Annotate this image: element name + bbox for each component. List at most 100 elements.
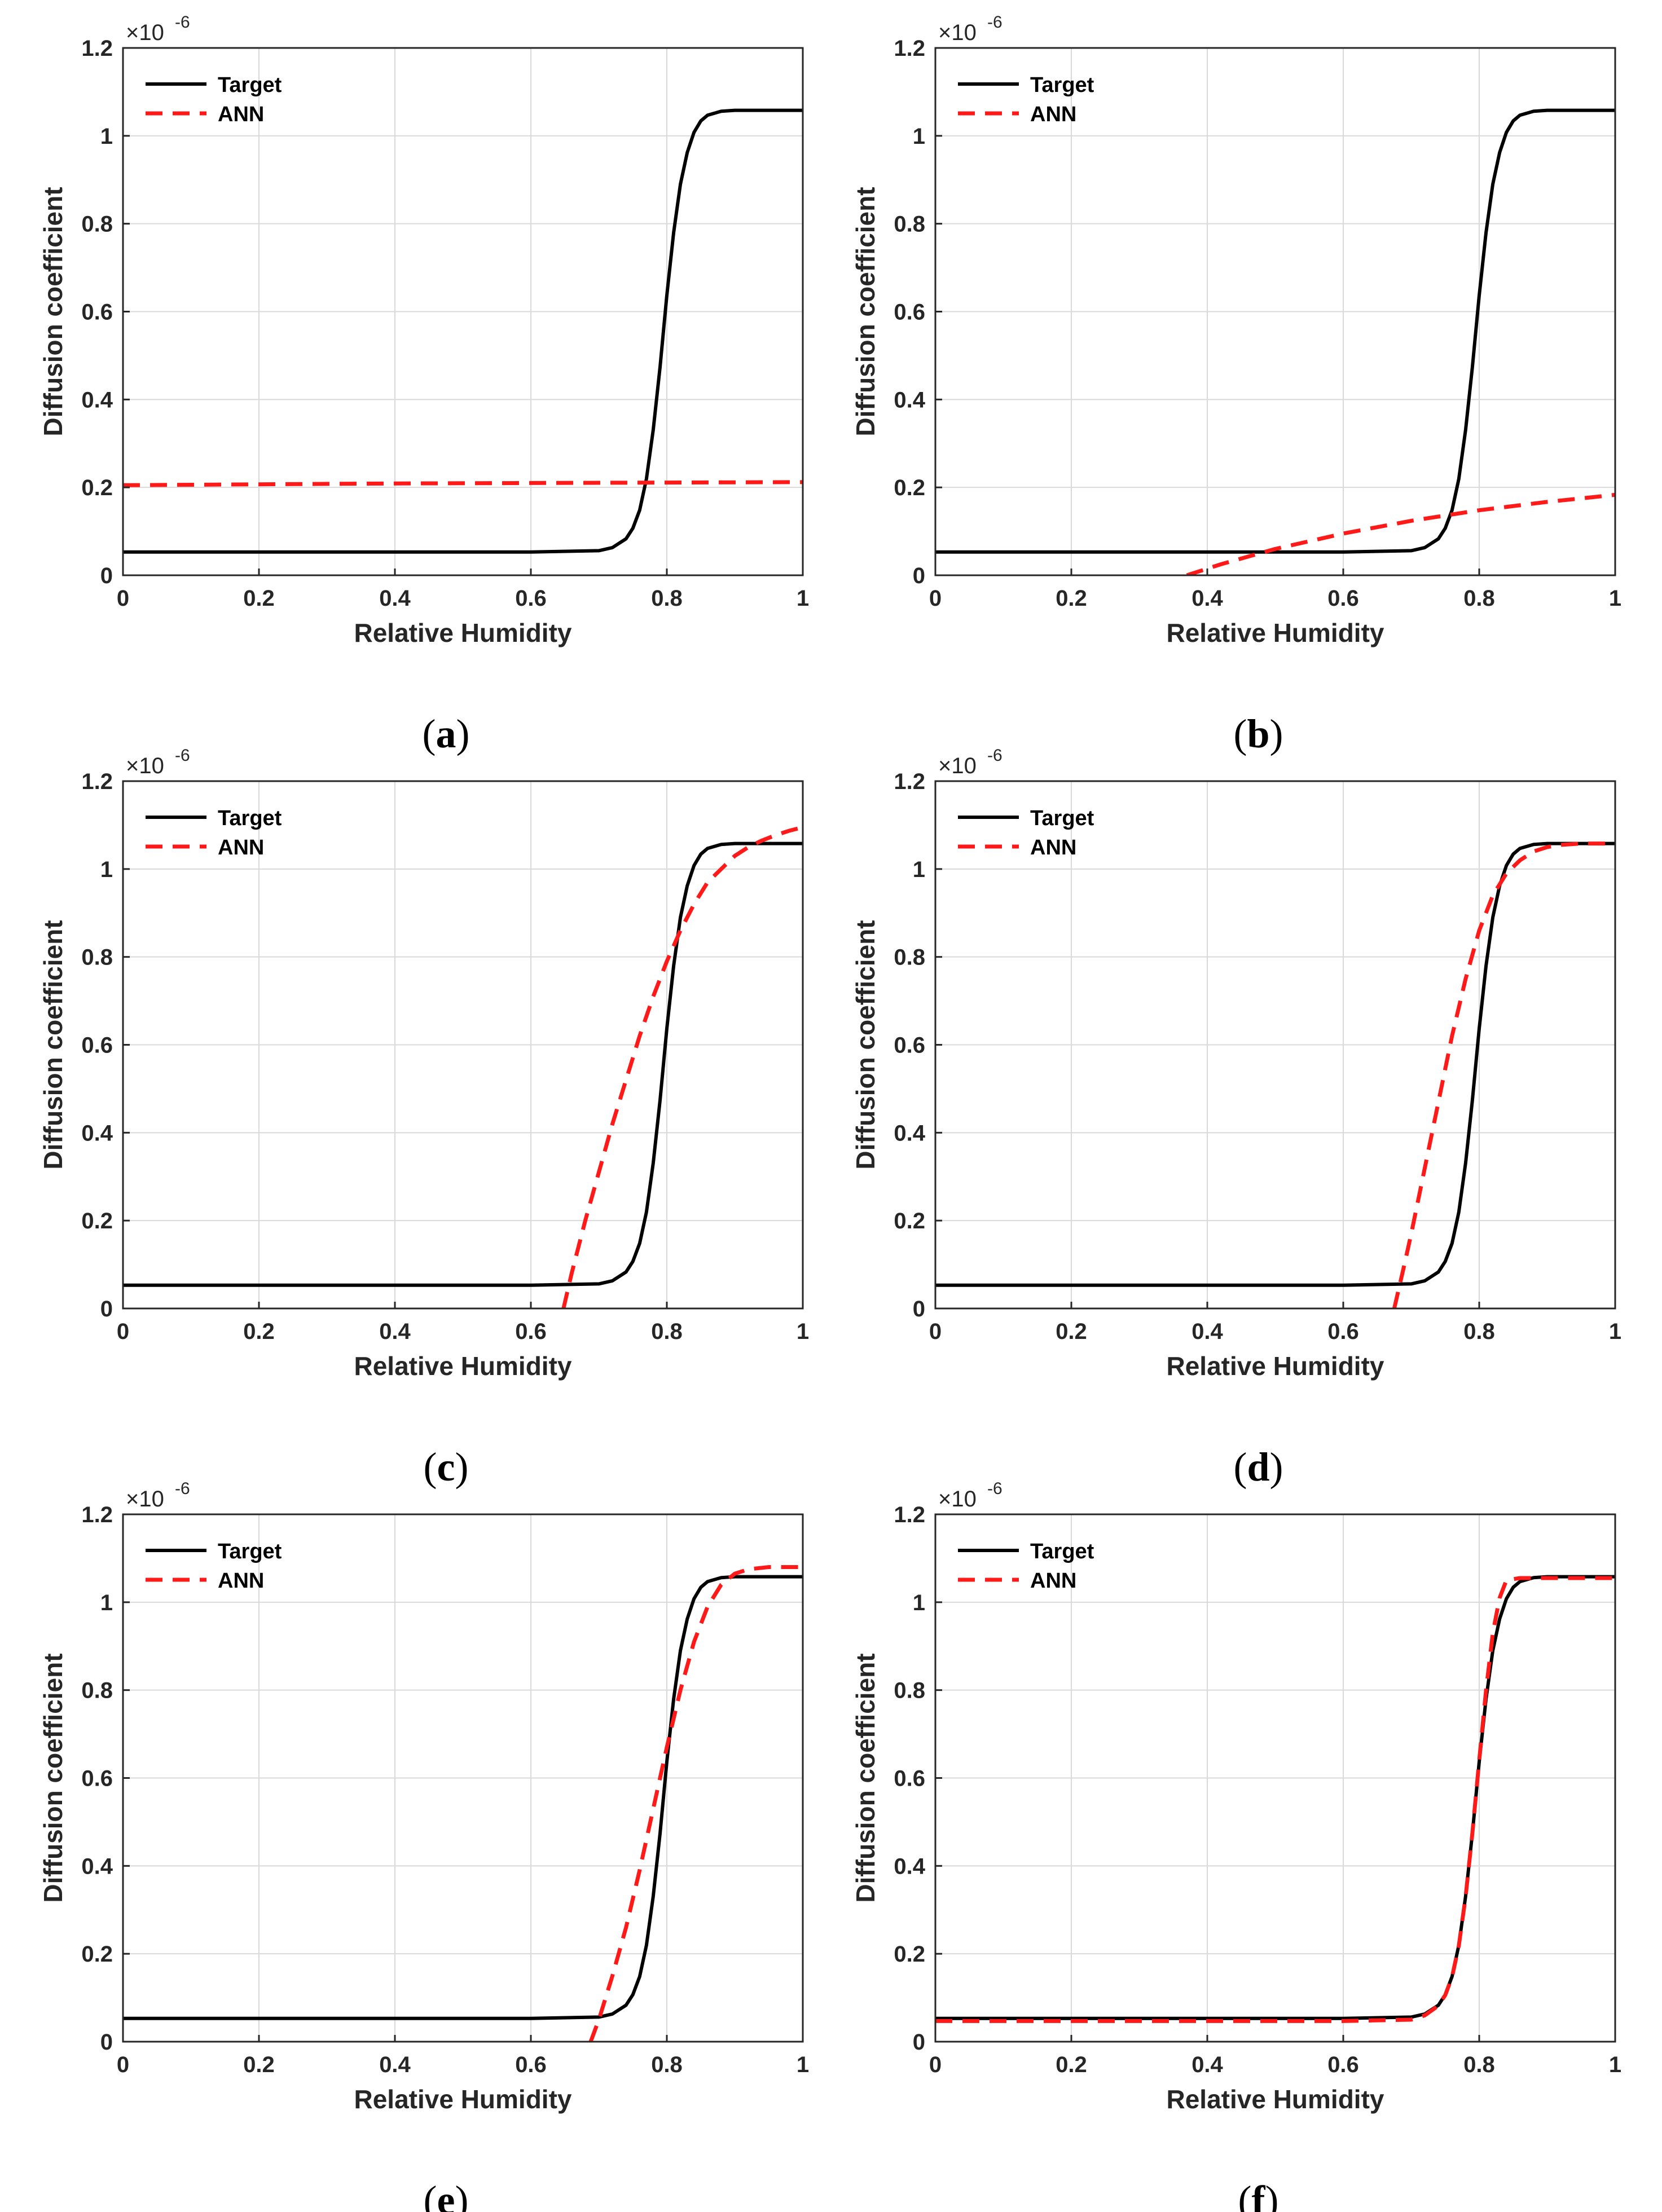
- x-tick-label: 0.8: [1463, 1319, 1495, 1344]
- series-line-target: [123, 1575, 803, 2020]
- series-line-target: [935, 841, 1615, 1287]
- chart-panel-f: 0 0.2 0.4 0.6 0.8 1 0 0.2 0.4 0.6 0.8 1 1.2 ×10 -6 Rela…: [851, 1479, 1621, 2212]
- x-axis-label: Relative Humidity: [354, 2085, 572, 2114]
- y-exponent-label: ×10: [938, 754, 977, 778]
- x-tick-label: 0.4: [1191, 586, 1223, 611]
- y-tick-label: 0.2: [81, 1209, 113, 1233]
- x-tick-label: 0.6: [1327, 1319, 1359, 1344]
- legend-label-target: Target: [1030, 73, 1094, 97]
- y-tick-label: 0.2: [894, 1942, 925, 1967]
- y-tick-label: 1: [913, 857, 925, 882]
- caption-close-paren: ): [455, 1444, 468, 1490]
- x-tick-label: 0.4: [379, 586, 411, 611]
- y-tick-label: 0.4: [894, 1121, 925, 1145]
- x-axis-label: Relative Humidity: [1167, 618, 1384, 647]
- panel-caption: (e): [424, 2178, 469, 2212]
- y-axis-label: Diffusion coefficient: [38, 920, 68, 1169]
- legend-label-ann: ANN: [218, 1569, 264, 1593]
- legend-label-target: Target: [218, 807, 282, 830]
- x-tick-label: 0: [117, 586, 129, 611]
- x-tick-label: 1: [797, 586, 809, 611]
- x-tick-label: 0: [929, 1319, 942, 1344]
- panel-caption: (a): [423, 711, 470, 756]
- y-exponent-label: ×10: [126, 20, 164, 45]
- x-tick-label: 0.4: [1191, 1319, 1223, 1344]
- x-tick-label: 0: [929, 2052, 942, 2077]
- y-tick-label: 1.2: [894, 769, 925, 794]
- legend-label-target: Target: [1030, 1540, 1094, 1563]
- x-tick-label: 0.2: [1056, 2052, 1087, 2077]
- series-line-ann: [123, 480, 803, 487]
- legend-label-target: Target: [218, 73, 282, 97]
- y-tick-label: 0.4: [81, 1854, 113, 1879]
- x-tick-label: 0.6: [1327, 586, 1359, 611]
- y-exponent-label: ×10: [126, 1487, 164, 1512]
- y-tick-label: 0.2: [81, 475, 113, 500]
- x-tick-label: 0.8: [1463, 2052, 1495, 2077]
- y-tick-label: 0.2: [81, 1942, 113, 1967]
- x-tick-label: 0.4: [379, 2052, 411, 2077]
- chart-panel-d: 0 0.2 0.4 0.6 0.8 1 0 0.2 0.4 0.6 0.8 1 1.2 ×10 -6 Rela…: [851, 746, 1621, 1490]
- chart-panel-b: 0 0.2 0.4 0.6 0.8 1 0 0.2 0.4 0.6 0.8 1 1.2 ×10 -6 Rela…: [851, 13, 1621, 756]
- series-line-ann: [1392, 841, 1615, 1308]
- y-tick-label: 0.8: [894, 212, 925, 237]
- x-tick-label: 0.2: [243, 586, 275, 611]
- y-tick-label: 1.2: [894, 36, 925, 61]
- x-axis-label: Relative Humidity: [1167, 1351, 1384, 1381]
- x-tick-label: 0.2: [243, 2052, 275, 2077]
- x-tick-label: 1: [797, 1319, 809, 1344]
- caption-close-paren: ): [455, 2178, 468, 2212]
- series-line-target: [123, 841, 803, 1287]
- caption-open-paren: (: [1233, 711, 1247, 756]
- y-axis-label: Diffusion coefficient: [851, 187, 880, 436]
- y-tick-label: 0.4: [894, 1854, 925, 1879]
- y-tick-label: 1.2: [81, 769, 113, 794]
- x-tick-label: 1: [1609, 2052, 1621, 2077]
- y-exponent-power: -6: [175, 13, 190, 32]
- series-line-target: [935, 108, 1615, 554]
- y-axis-label: Diffusion coefficient: [851, 920, 880, 1169]
- caption-open-paren: (: [424, 2178, 437, 2212]
- x-tick-label: 0.2: [1056, 586, 1087, 611]
- chart-panel-e: 0 0.2 0.4 0.6 0.8 1 0 0.2 0.4 0.6 0.8 1 1.2 ×10 -6 Rela…: [38, 1479, 809, 2212]
- y-tick-label: 0.8: [81, 1678, 113, 1703]
- y-axis-label: Diffusion coefficient: [851, 1653, 880, 1902]
- y-tick-label: 0.4: [81, 1121, 113, 1145]
- x-tick-label: 1: [1609, 586, 1621, 611]
- panel-caption: (f): [1238, 2178, 1279, 2212]
- x-tick-label: 0: [117, 1319, 129, 1344]
- x-tick-label: 0.4: [379, 1319, 411, 1344]
- series-line-ann: [588, 1565, 803, 2042]
- x-tick-label: 0.8: [651, 2052, 683, 2077]
- y-exponent-power: -6: [987, 746, 1003, 765]
- y-tick-label: 1.2: [81, 1502, 113, 1527]
- x-tick-label: 1: [1609, 1319, 1621, 1344]
- x-tick-label: 0.4: [1191, 2052, 1223, 2077]
- caption-close-paren: ): [456, 711, 470, 756]
- y-tick-label: 0.8: [81, 945, 113, 970]
- panel-caption: (b): [1233, 711, 1283, 756]
- x-tick-label: 0: [117, 2052, 129, 2077]
- y-exponent-power: -6: [987, 1479, 1003, 1498]
- y-tick-label: 1.2: [894, 1502, 925, 1527]
- y-tick-label: 0.6: [894, 1766, 925, 1791]
- caption-letter: e: [437, 2178, 455, 2212]
- y-tick-label: 0.4: [894, 387, 925, 412]
- chart-panel-c: 0 0.2 0.4 0.6 0.8 1 0 0.2 0.4 0.6 0.8 1 1.2 ×10 -6 Rela…: [38, 746, 809, 1490]
- series-line-ann: [935, 1576, 1615, 2023]
- caption-close-paren: ): [1270, 711, 1283, 756]
- legend-label-ann: ANN: [1030, 103, 1076, 126]
- x-tick-label: 0.2: [243, 1319, 275, 1344]
- y-tick-label: 1: [100, 124, 113, 149]
- caption-letter: f: [1252, 2178, 1266, 2212]
- x-tick-label: 0.2: [1056, 1319, 1087, 1344]
- y-tick-label: 0: [913, 2030, 925, 2055]
- series-line-ann: [1186, 492, 1615, 575]
- y-tick-label: 0: [100, 563, 113, 588]
- x-axis-label: Relative Humidity: [354, 1351, 572, 1381]
- y-tick-label: 1: [913, 124, 925, 149]
- caption-letter: d: [1247, 1444, 1269, 1490]
- y-tick-label: 1.2: [81, 36, 113, 61]
- y-tick-label: 0.2: [894, 475, 925, 500]
- x-tick-label: 0.8: [1463, 586, 1495, 611]
